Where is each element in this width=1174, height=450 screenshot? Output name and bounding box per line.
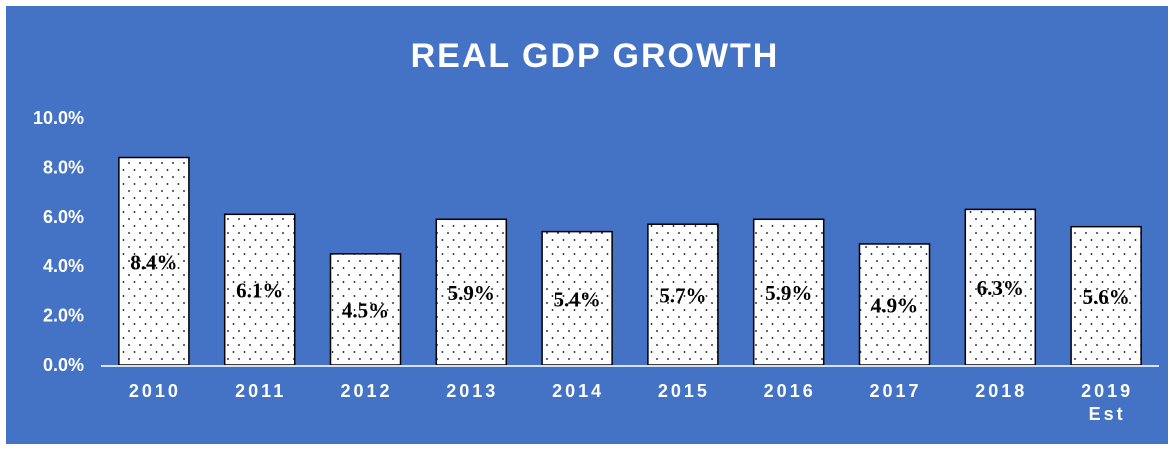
x-tick-label: 2015 xyxy=(658,381,710,401)
y-tick-label: 2.0% xyxy=(43,306,84,326)
x-tick-label: Est xyxy=(1089,404,1126,424)
data-label: 5.6% xyxy=(1082,285,1129,309)
x-tick-label: 2017 xyxy=(869,381,921,401)
chart-container: REAL GDP GROWTH 0.0% 2.0% 4.0% 6.0% 8.0% 10.0… xyxy=(6,6,1168,444)
data-label: 8.4% xyxy=(130,250,177,274)
data-label: 5.7% xyxy=(659,284,706,308)
bar xyxy=(858,243,931,366)
x-tick-label: 2019 xyxy=(1081,381,1133,401)
bar xyxy=(752,218,825,366)
x-tick-label: 2010 xyxy=(129,381,181,401)
y-tick-label: 8.0% xyxy=(43,157,84,177)
x-tick-label: 2013 xyxy=(446,381,498,401)
y-tick-label: 10.0% xyxy=(33,108,84,128)
x-tick-label: 2012 xyxy=(340,381,392,401)
x-tick-label: 2016 xyxy=(764,381,816,401)
chart-title: REAL GDP GROWTH xyxy=(411,37,780,75)
gdp-growth-chart: REAL GDP GROWTH 0.0% 2.0% 4.0% 6.0% 8.0% 10.0… xyxy=(6,6,1168,444)
data-label: 5.9% xyxy=(448,281,495,305)
y-tick-label: 4.0% xyxy=(43,256,84,276)
data-label: 6.3% xyxy=(977,276,1024,300)
x-axis: 2010 2011 2012 2013 2014 2015 2016 2017 2018 2019… xyxy=(129,381,1133,424)
data-label: 4.9% xyxy=(871,293,918,317)
x-tick-label: 2018 xyxy=(975,381,1027,401)
x-tick-label: 2011 xyxy=(235,381,286,401)
y-axis: 0.0% 2.0% 4.0% 6.0% 8.0% 10.0% xyxy=(33,108,84,375)
data-label: 4.5% xyxy=(342,298,389,322)
data-label: 5.9% xyxy=(765,281,812,305)
data-label: 6.1% xyxy=(236,279,283,303)
y-tick-label: 0.0% xyxy=(43,355,84,375)
y-tick-label: 6.0% xyxy=(43,207,84,227)
bar xyxy=(964,208,1037,366)
x-tick-label: 2014 xyxy=(552,381,604,401)
bar xyxy=(118,156,190,366)
bar xyxy=(541,230,613,366)
data-labels: 8.4% 6.1% 4.5% 5.9% 5.4% 5.7% 5.9% 4.9% 6.3% 5.6% xyxy=(130,250,1129,322)
bar-series xyxy=(118,156,1142,366)
bar xyxy=(329,253,402,366)
data-label: 5.4% xyxy=(553,287,600,311)
